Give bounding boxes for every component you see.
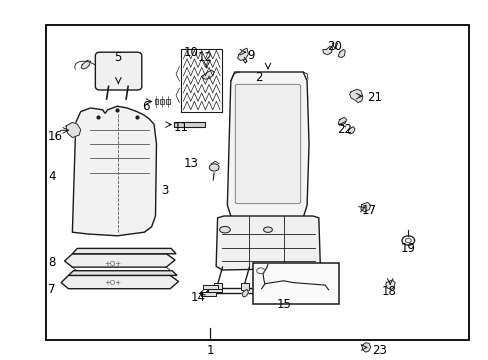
- Polygon shape: [338, 49, 345, 58]
- Bar: [213, 283, 222, 290]
- Polygon shape: [216, 216, 320, 270]
- Bar: [306, 283, 315, 290]
- Text: 23: 23: [371, 344, 386, 357]
- Text: 18: 18: [381, 285, 395, 298]
- Polygon shape: [322, 46, 332, 55]
- Text: 21: 21: [366, 91, 381, 104]
- Text: 11: 11: [173, 121, 188, 134]
- Polygon shape: [61, 275, 178, 289]
- Polygon shape: [72, 248, 176, 254]
- Text: 22: 22: [337, 123, 352, 136]
- FancyBboxPatch shape: [95, 52, 142, 90]
- Text: 14: 14: [190, 291, 205, 304]
- Ellipse shape: [263, 227, 272, 233]
- Text: 16: 16: [48, 130, 63, 143]
- Bar: [46, 25, 468, 340]
- Bar: [173, 122, 205, 127]
- Bar: [166, 99, 170, 104]
- Polygon shape: [68, 271, 177, 275]
- Polygon shape: [242, 289, 248, 297]
- Polygon shape: [237, 48, 248, 60]
- Bar: [203, 285, 217, 289]
- Bar: [207, 289, 222, 292]
- Text: 8: 8: [48, 256, 55, 269]
- Polygon shape: [349, 89, 362, 103]
- Bar: [240, 283, 249, 290]
- Text: 3: 3: [161, 184, 168, 197]
- Circle shape: [401, 236, 414, 245]
- FancyBboxPatch shape: [235, 84, 300, 204]
- Text: 15: 15: [276, 298, 290, 311]
- Text: 13: 13: [183, 157, 198, 170]
- Polygon shape: [361, 343, 370, 352]
- Circle shape: [209, 164, 219, 171]
- Polygon shape: [81, 60, 90, 69]
- Polygon shape: [338, 117, 346, 125]
- Polygon shape: [64, 254, 175, 267]
- Text: 1: 1: [206, 344, 214, 357]
- Text: 4: 4: [48, 170, 55, 183]
- Polygon shape: [347, 127, 354, 134]
- Bar: [154, 99, 158, 104]
- Ellipse shape: [219, 226, 230, 233]
- Polygon shape: [66, 122, 81, 138]
- Bar: [253, 263, 338, 304]
- Polygon shape: [133, 115, 154, 232]
- Bar: [160, 99, 164, 104]
- Polygon shape: [203, 70, 214, 79]
- Text: 9: 9: [246, 49, 254, 62]
- Text: 19: 19: [400, 242, 415, 255]
- Polygon shape: [385, 280, 394, 289]
- Text: 6: 6: [142, 100, 149, 113]
- Text: 10: 10: [183, 46, 198, 59]
- Polygon shape: [360, 202, 370, 212]
- Polygon shape: [72, 106, 156, 236]
- Text: 20: 20: [327, 40, 342, 53]
- Text: 12: 12: [198, 51, 212, 64]
- Text: 2: 2: [255, 71, 263, 84]
- Bar: [201, 292, 216, 296]
- Text: 5: 5: [113, 51, 121, 64]
- Text: +O+: +O+: [103, 280, 121, 285]
- Text: +O+: +O+: [103, 261, 121, 266]
- Polygon shape: [227, 72, 308, 220]
- Text: 7: 7: [48, 283, 55, 296]
- Text: 17: 17: [361, 204, 376, 217]
- Bar: [274, 283, 283, 290]
- Bar: [181, 49, 222, 112]
